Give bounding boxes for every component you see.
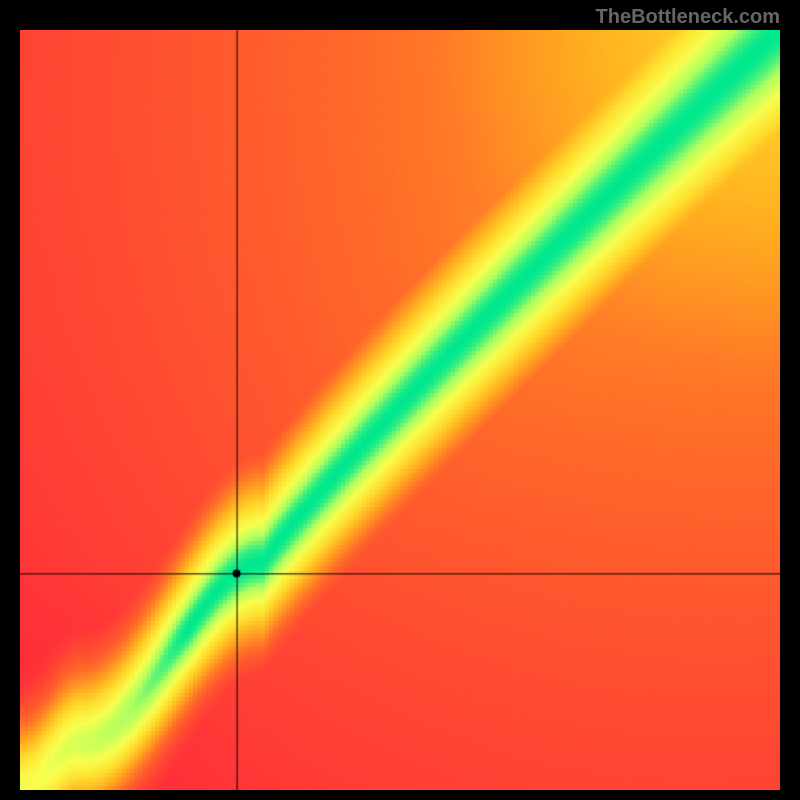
watermark-text: TheBottleneck.com	[596, 6, 780, 29]
plot-area	[20, 30, 780, 790]
heatmap-canvas	[20, 30, 780, 790]
chart-container: TheBottleneck.com	[0, 0, 800, 800]
